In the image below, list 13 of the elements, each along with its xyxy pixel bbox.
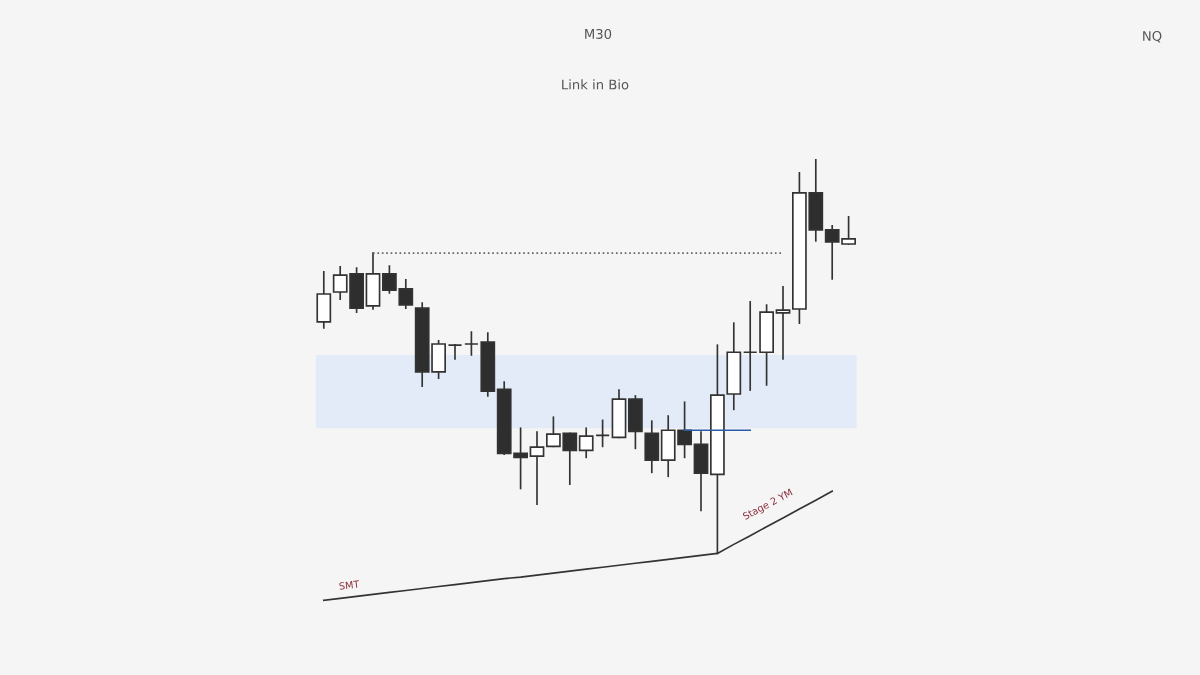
chart-subtitle: Link in Bio xyxy=(562,79,629,90)
candlestick xyxy=(529,431,545,506)
chart-title: M30 xyxy=(585,28,612,39)
candlestick xyxy=(693,431,709,512)
candlestick xyxy=(742,301,758,391)
candlestick xyxy=(365,252,381,310)
text: SMT xyxy=(339,580,360,590)
candlestick xyxy=(578,427,594,459)
candlestick xyxy=(316,271,332,329)
candlestick xyxy=(480,332,496,397)
text: NQ xyxy=(1143,30,1162,43)
candlestick xyxy=(644,420,660,474)
candlestick xyxy=(775,286,791,360)
